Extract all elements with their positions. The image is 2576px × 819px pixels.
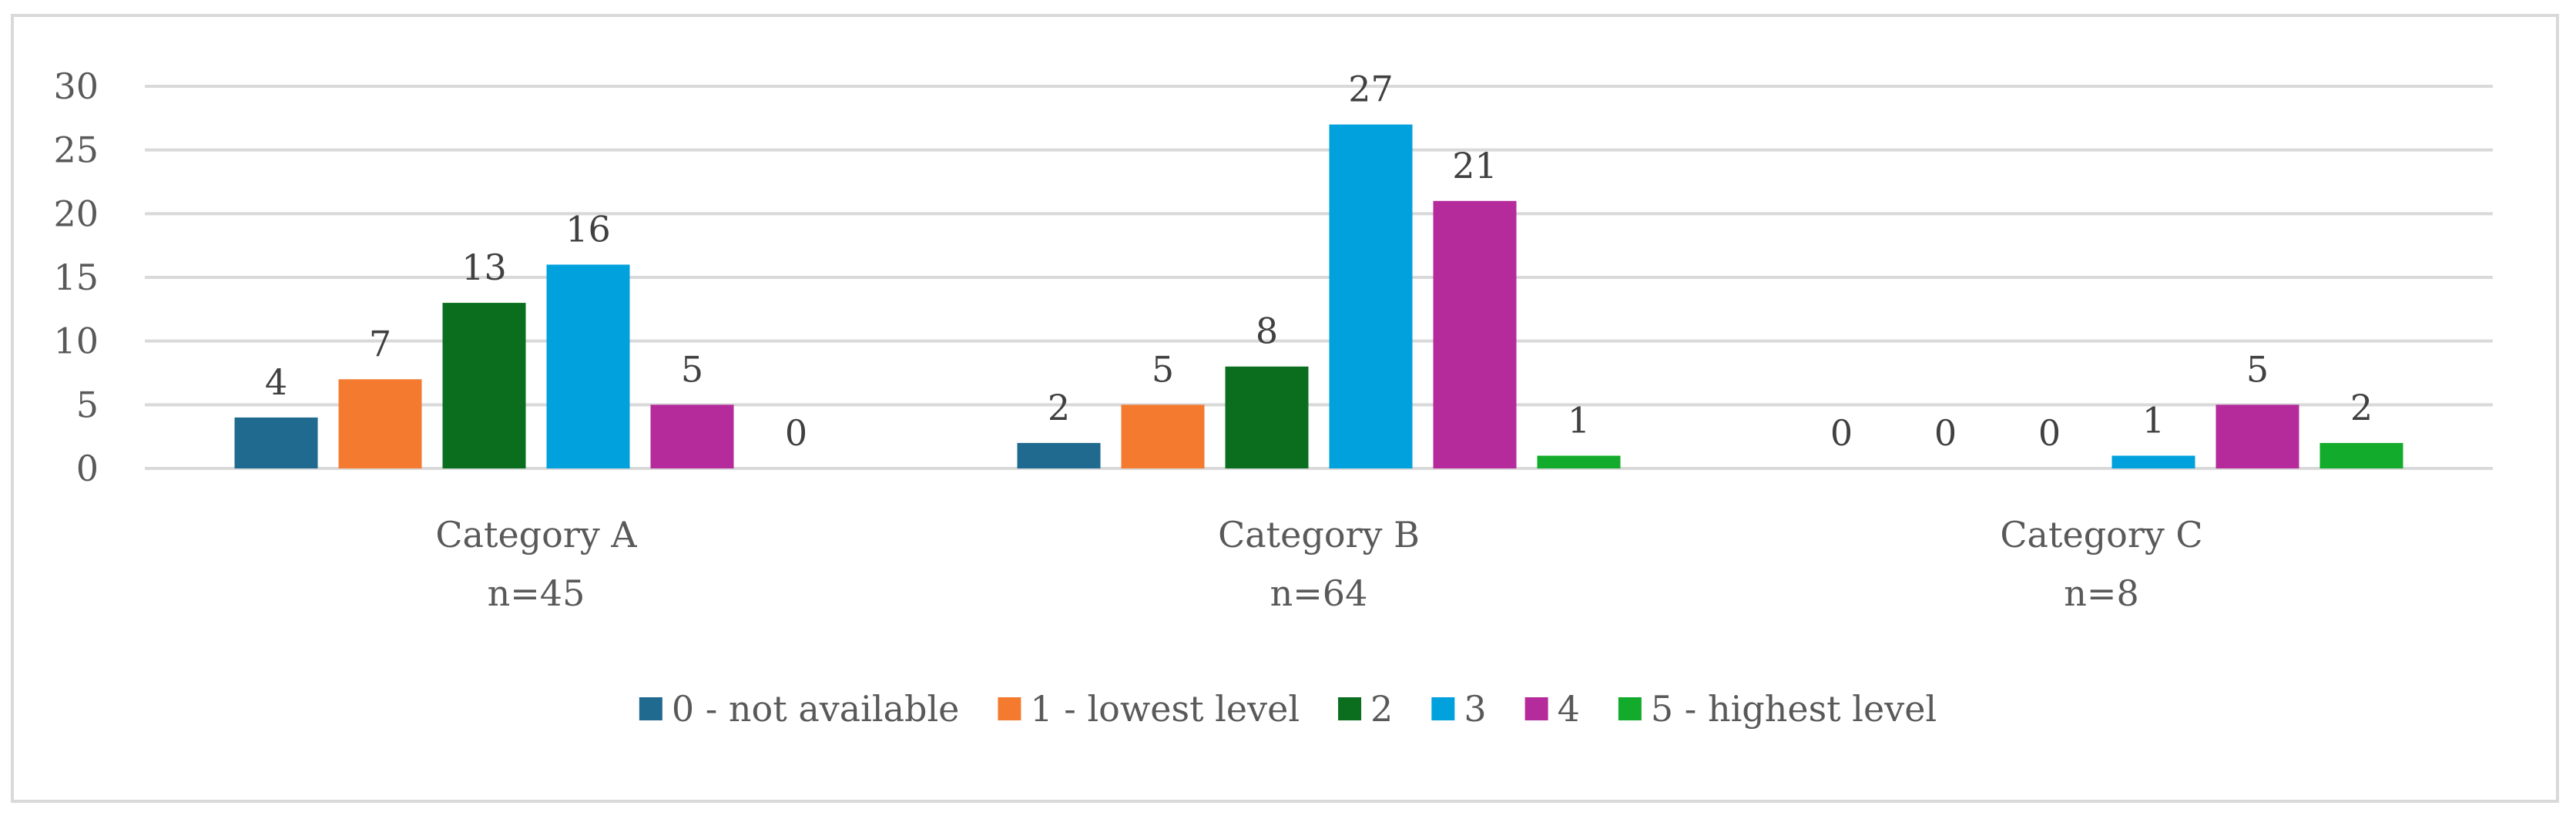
data-label: 21: [1452, 145, 1498, 186]
data-label: 0: [785, 412, 807, 454]
legend-label: 3: [1464, 688, 1486, 730]
data-label: 5: [1152, 348, 1174, 390]
bar: [234, 417, 318, 468]
data-label: 27: [1348, 69, 1394, 110]
data-label: 16: [565, 208, 611, 250]
bar: [1329, 124, 1413, 468]
data-labels: 4 7 13 16 5 0 2 5 8 27 21 1 0 0 0 1 5 2: [265, 69, 2373, 454]
bar: [2111, 455, 2195, 468]
legend-swatch: [998, 697, 1021, 720]
data-label: 5: [681, 348, 703, 390]
bar: [2319, 442, 2403, 468]
bar: [1225, 366, 1309, 468]
gridlines: [145, 85, 2493, 470]
legend-label: 4: [1558, 688, 1580, 730]
y-axis-ticks: 0 5 10 15 20 25 30: [53, 65, 99, 489]
legend: 0 - not available 1 - lowest level 2 3 4 5 - …: [639, 688, 1937, 730]
y-tick-label: 25: [53, 129, 99, 171]
bar: [2215, 404, 2299, 468]
data-label: 2: [2350, 387, 2373, 428]
data-label: 0: [1934, 412, 1957, 454]
category-label: Category B: [1218, 514, 1420, 556]
bar: [338, 379, 422, 468]
category-label: Category C: [2000, 514, 2202, 556]
bars: [234, 124, 2403, 468]
legend-label: 5 - highest level: [1651, 688, 1937, 730]
legend-swatch: [1431, 697, 1455, 720]
bar: [546, 264, 630, 468]
y-tick-label: 10: [53, 321, 99, 362]
category-sublabel: n=45: [488, 572, 585, 614]
legend-swatch: [1524, 697, 1548, 720]
y-tick-label: 15: [53, 257, 99, 298]
bar: [1433, 200, 1517, 468]
bar: [650, 404, 734, 468]
legend-swatch: [639, 697, 662, 720]
x-axis-categories: Category A n=45 Category B n=64 Category C n=…: [435, 514, 2202, 614]
bar: [1121, 404, 1205, 468]
category-sublabel: n=8: [2064, 572, 2138, 614]
legend-label: 2: [1370, 688, 1393, 730]
y-tick-label: 30: [53, 65, 99, 107]
legend-swatch: [1338, 697, 1362, 720]
data-label: 0: [2038, 412, 2061, 454]
data-label: 1: [2142, 399, 2165, 441]
data-label: 4: [265, 361, 287, 403]
data-label: 5: [2246, 348, 2269, 390]
y-tick-label: 0: [76, 448, 99, 489]
y-tick-label: 5: [76, 384, 99, 425]
legend-swatch: [1618, 697, 1642, 720]
data-label: 13: [461, 247, 507, 288]
bar: [1017, 442, 1101, 468]
data-label: 1: [1568, 399, 1590, 441]
y-tick-label: 20: [53, 193, 99, 234]
legend-label: 1 - lowest level: [1030, 688, 1300, 730]
bar: [442, 303, 526, 468]
bar: [1537, 455, 1621, 468]
data-label: 2: [1048, 387, 1070, 428]
data-label: 7: [369, 323, 391, 364]
category-sublabel: n=64: [1270, 572, 1368, 614]
legend-label: 0 - not available: [672, 688, 960, 730]
data-label: 0: [1830, 412, 1853, 454]
category-label: Category A: [435, 514, 637, 556]
data-label: 8: [1256, 310, 1278, 352]
